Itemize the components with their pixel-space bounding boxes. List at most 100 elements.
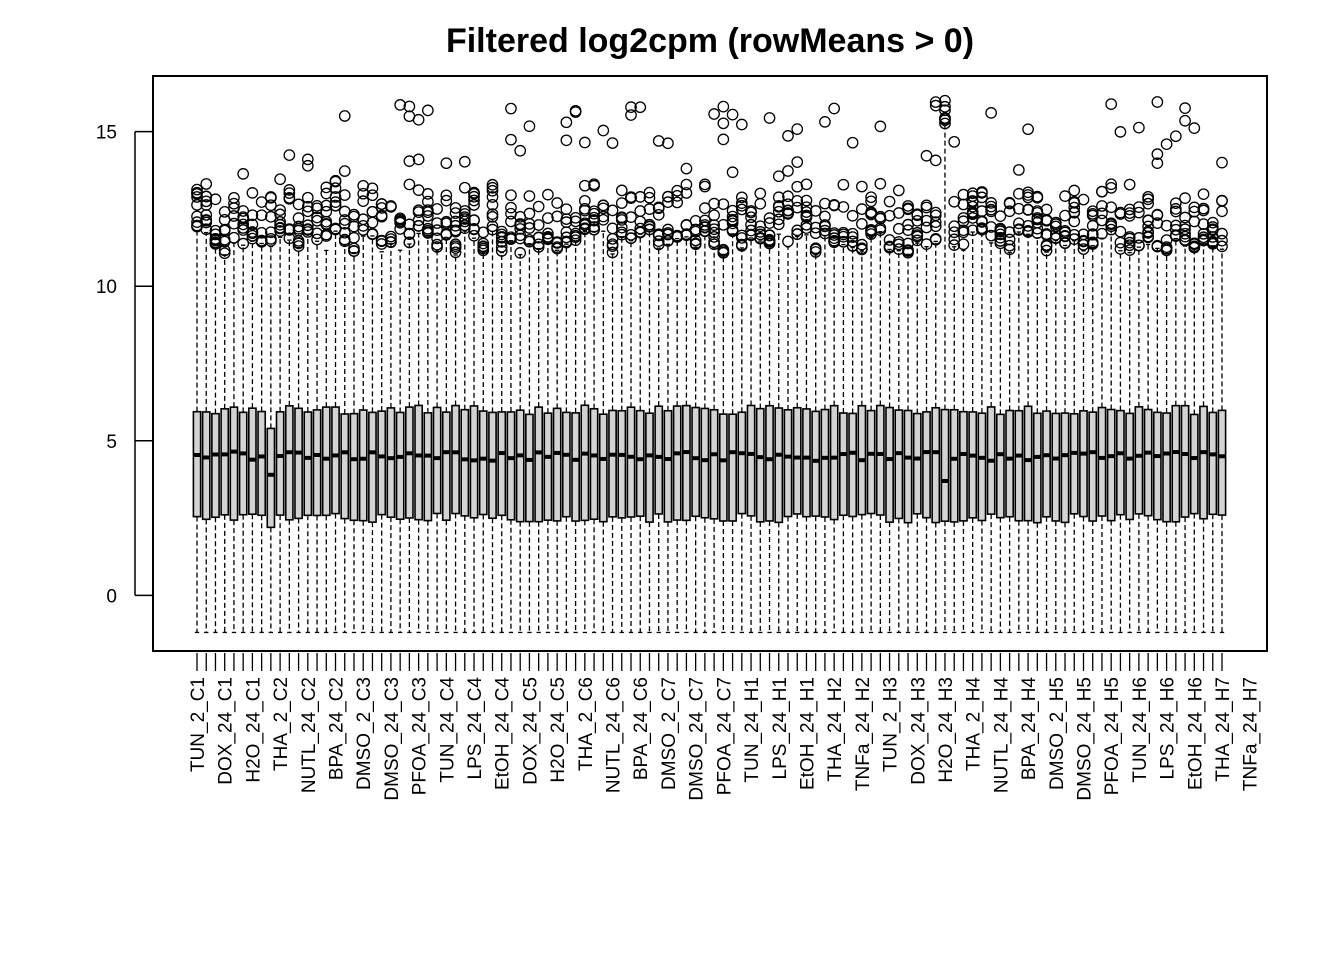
outlier-point [283, 191, 296, 204]
outlier-point [458, 208, 471, 220]
outlier-point [458, 181, 471, 194]
box-iqr [811, 410, 821, 517]
outlier-point [957, 224, 970, 237]
outlier-point [911, 214, 924, 227]
x-tick-label: THA_2_C6 [576, 677, 597, 771]
box-iqr [441, 411, 451, 521]
outlier-point [966, 207, 979, 219]
outlier-point [597, 202, 610, 215]
outlier-point [329, 199, 342, 212]
outlier-point [449, 238, 462, 251]
outlier-point [301, 200, 314, 213]
outlier-point [948, 226, 961, 239]
outlier-point [689, 234, 702, 247]
outlier-point [458, 215, 471, 228]
outlier-point [1077, 243, 1090, 255]
outlier-point [1031, 205, 1044, 217]
outlier-point [809, 205, 822, 217]
box-60 [745, 205, 757, 634]
outlier-point [606, 240, 619, 252]
box-iqr [534, 406, 544, 523]
box-iqr [995, 413, 1005, 519]
box-iqr [968, 411, 978, 519]
outlier-point [523, 207, 536, 220]
box-iqr [238, 411, 248, 516]
outlier-point [366, 216, 379, 229]
box-iqr [284, 405, 294, 521]
box-iqr [312, 409, 322, 517]
outlier-point [735, 239, 748, 252]
box-iqr [1014, 409, 1024, 522]
box-71 [846, 136, 859, 634]
outlier-point [468, 190, 480, 203]
outlier-point [403, 236, 416, 249]
outlier-point [375, 235, 388, 248]
box-iqr [1199, 405, 1208, 520]
outlier-point [671, 196, 684, 209]
outlier-point [1216, 227, 1228, 240]
outlier-point [394, 214, 407, 226]
outlier-point [625, 211, 637, 223]
box-69 [828, 102, 841, 634]
outlier-point [1096, 200, 1108, 212]
outlier-point [385, 201, 397, 213]
outlier-point [856, 218, 868, 230]
outlier-point [422, 188, 434, 200]
outlier-point [726, 204, 739, 217]
outlier-point [680, 219, 693, 232]
outlier-point [329, 182, 342, 195]
outlier-point [246, 187, 259, 199]
box-iqr [1152, 411, 1162, 521]
outlier-point [1012, 202, 1025, 215]
x-tick-label: TUN_2_H3 [881, 677, 902, 772]
outlier-point [366, 228, 379, 241]
box-iqr [229, 406, 239, 521]
outlier-point [865, 191, 877, 204]
outlier-point [929, 96, 942, 108]
outlier-point [643, 223, 656, 236]
outlier-point [1040, 240, 1053, 252]
box-9 [274, 173, 286, 634]
box-iqr [1088, 411, 1098, 522]
outlier-point [985, 200, 997, 213]
outlier-point [929, 209, 942, 222]
outlier-point [708, 209, 720, 222]
outlier-point [1059, 190, 1071, 202]
outlier-point [763, 212, 776, 224]
outlier-point [939, 117, 951, 130]
outlier-point [625, 101, 637, 114]
outlier-point [228, 231, 240, 244]
outlier-point [994, 231, 1007, 244]
box-100 [1114, 126, 1127, 634]
outlier-point [542, 188, 554, 201]
x-tick-label: DMSO_24_H5 [1074, 677, 1095, 801]
outlier-point [920, 149, 933, 162]
box-iqr [875, 404, 885, 516]
x-tick-label: PFOA_24_H5 [1102, 677, 1123, 795]
x-tick-label: LPS_24_H6 [1158, 677, 1179, 779]
outlier-point [1151, 208, 1164, 221]
outlier-point [1068, 228, 1081, 241]
outlier-point [477, 242, 490, 255]
outlier-point [929, 99, 942, 112]
outlier-point [440, 194, 453, 207]
box-iqr [691, 406, 701, 518]
outlier-point [819, 219, 831, 231]
box-45 [606, 137, 619, 634]
outlier-point [846, 136, 859, 149]
box-iqr [1171, 404, 1181, 523]
box-34 [505, 102, 517, 634]
outlier-point [458, 155, 471, 168]
outlier-point [200, 178, 213, 190]
outlier-point [218, 247, 231, 260]
outlier-point [255, 209, 268, 222]
outlier-point [828, 102, 841, 115]
box-iqr [1060, 412, 1070, 524]
x-tick-label: EtOH_24_H1 [797, 677, 818, 790]
outlier-point [856, 238, 868, 251]
x-tick-label: PFOA_24_C3 [410, 677, 431, 795]
box-28 [449, 202, 462, 634]
outlier-point [846, 227, 859, 240]
outlier-point [588, 223, 600, 236]
box-iqr [608, 409, 617, 518]
